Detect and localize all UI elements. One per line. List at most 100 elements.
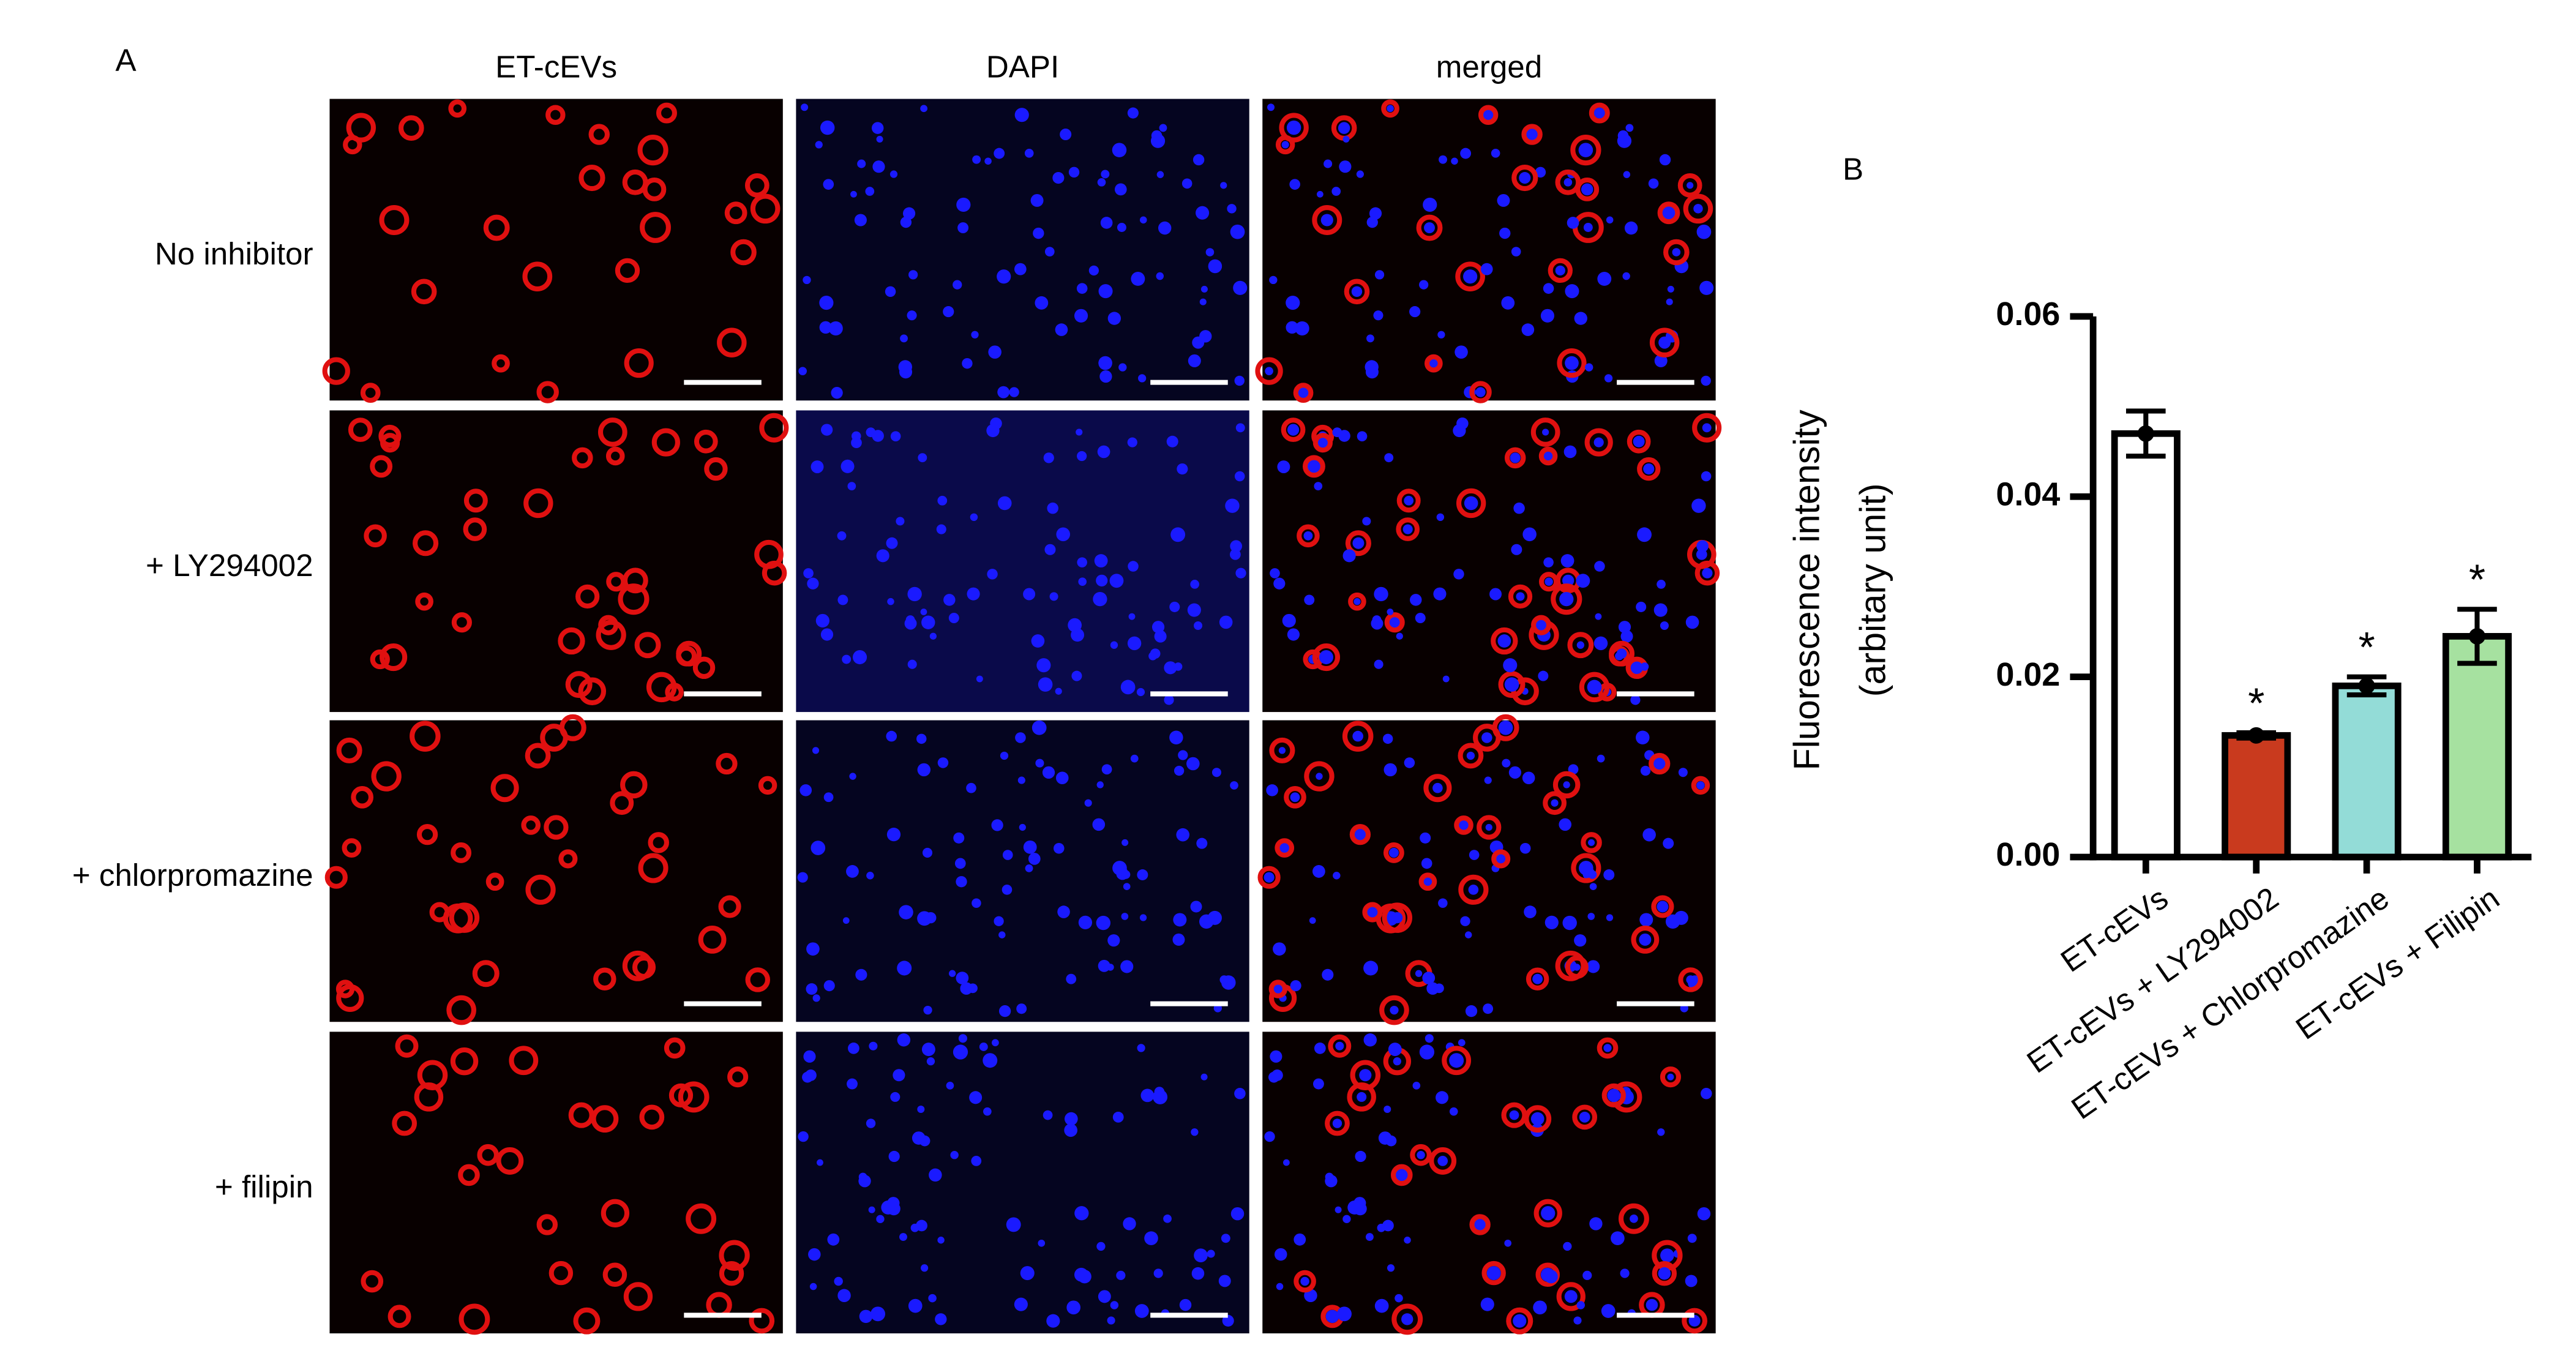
nucleus <box>1294 1233 1306 1246</box>
nucleus <box>865 187 875 196</box>
nucleus <box>1024 149 1034 158</box>
nucleus <box>1194 621 1203 630</box>
nucleus <box>1068 618 1082 632</box>
nucleus <box>1270 1050 1282 1063</box>
vesicle-signal <box>1498 671 1526 698</box>
nucleus <box>1277 460 1290 473</box>
nucleus <box>1193 154 1205 166</box>
nucleus <box>1438 898 1448 908</box>
nucleus <box>1396 632 1403 640</box>
nucleus <box>1587 960 1600 973</box>
nucleus <box>1025 864 1033 872</box>
micrograph <box>1257 714 1716 1025</box>
nucleus <box>1235 423 1245 433</box>
nucleus <box>1035 296 1049 310</box>
nucleus <box>1128 561 1139 572</box>
nucleus <box>866 1118 876 1128</box>
nucleus <box>1687 182 1694 189</box>
nucleus <box>1200 1073 1208 1080</box>
nucleus <box>1100 217 1113 229</box>
nucleus <box>1453 424 1466 438</box>
nucleus <box>1270 568 1280 579</box>
vesicle-signal <box>1691 776 1710 795</box>
nucleus <box>1502 758 1511 768</box>
vesicle-signal <box>1538 446 1558 466</box>
nucleus <box>1107 934 1120 947</box>
nucleus <box>1611 1231 1625 1245</box>
nucleus <box>798 367 807 375</box>
nucleus <box>1332 427 1342 438</box>
nucleus <box>1648 178 1659 189</box>
nucleus <box>1589 1217 1603 1230</box>
nucleus <box>1068 167 1080 178</box>
nucleus <box>1702 423 1712 433</box>
nucleus <box>1159 124 1167 132</box>
nucleus <box>1023 840 1037 854</box>
nucleus <box>1339 160 1352 173</box>
vesicle-signal <box>448 99 467 118</box>
nucleus <box>1286 120 1301 135</box>
nucleus <box>1234 375 1245 386</box>
nucleus <box>1686 975 1695 984</box>
nucleus <box>866 872 874 880</box>
vesicle-signal <box>415 592 433 611</box>
nucleus <box>1290 792 1300 803</box>
vesicle-signal <box>719 1240 750 1271</box>
nucleus <box>937 757 949 768</box>
nucleus <box>806 942 820 956</box>
nucleus <box>1453 569 1464 580</box>
nucleus <box>1225 498 1240 513</box>
nucleus <box>1309 917 1316 924</box>
image-background <box>796 1032 1249 1334</box>
nucleus <box>821 424 833 436</box>
nucleus <box>979 1043 988 1051</box>
nucleus <box>1593 107 1605 119</box>
nucleus <box>1483 1003 1494 1014</box>
nucleus <box>1543 557 1554 567</box>
nucleus <box>1437 1156 1448 1166</box>
nucleus <box>1093 591 1107 607</box>
vesicle-signal <box>1477 815 1502 840</box>
nucleus <box>953 1044 968 1060</box>
nucleus <box>1052 171 1065 184</box>
nucleus <box>1519 842 1531 854</box>
vesicle-signal <box>593 967 616 991</box>
nucleus <box>1442 675 1450 683</box>
nucleus <box>1603 869 1615 880</box>
nucleus <box>1555 265 1565 276</box>
nucleus <box>1077 1270 1091 1284</box>
nucleus <box>920 609 927 615</box>
nucleus <box>797 872 808 883</box>
vesicle-signal <box>1597 1037 1619 1059</box>
nucleus <box>1606 216 1614 224</box>
nucleus <box>1637 527 1652 542</box>
vesicle-signal <box>1257 866 1281 889</box>
nucleus <box>1688 1314 1701 1327</box>
nucleus <box>1593 437 1604 448</box>
nucleus <box>1508 766 1522 779</box>
nucleus <box>1035 758 1044 768</box>
image-background <box>329 720 783 1022</box>
nucleus <box>1066 973 1077 984</box>
vesicle-signal <box>750 193 781 224</box>
nucleus <box>1278 747 1286 754</box>
nucleus <box>1116 1270 1126 1280</box>
nucleus <box>1533 1300 1547 1315</box>
nucleus <box>1640 765 1651 776</box>
nucleus <box>1382 733 1393 744</box>
micrograph <box>1262 1032 1716 1335</box>
nucleus <box>834 1276 843 1286</box>
nucleus <box>1314 482 1323 490</box>
nucleus <box>1390 1005 1399 1015</box>
nucleus <box>1221 1234 1230 1243</box>
vesicle-signal <box>744 173 769 198</box>
nucleus <box>886 828 901 842</box>
nucleus <box>1607 1088 1621 1103</box>
vesicle-signal <box>762 560 787 586</box>
nucleus <box>1078 577 1087 586</box>
nucleus <box>1658 336 1671 349</box>
vesicle-signal <box>1677 173 1702 198</box>
nucleus <box>1601 1304 1616 1318</box>
nucleus <box>920 105 928 113</box>
vesicle-signal <box>1379 995 1409 1025</box>
